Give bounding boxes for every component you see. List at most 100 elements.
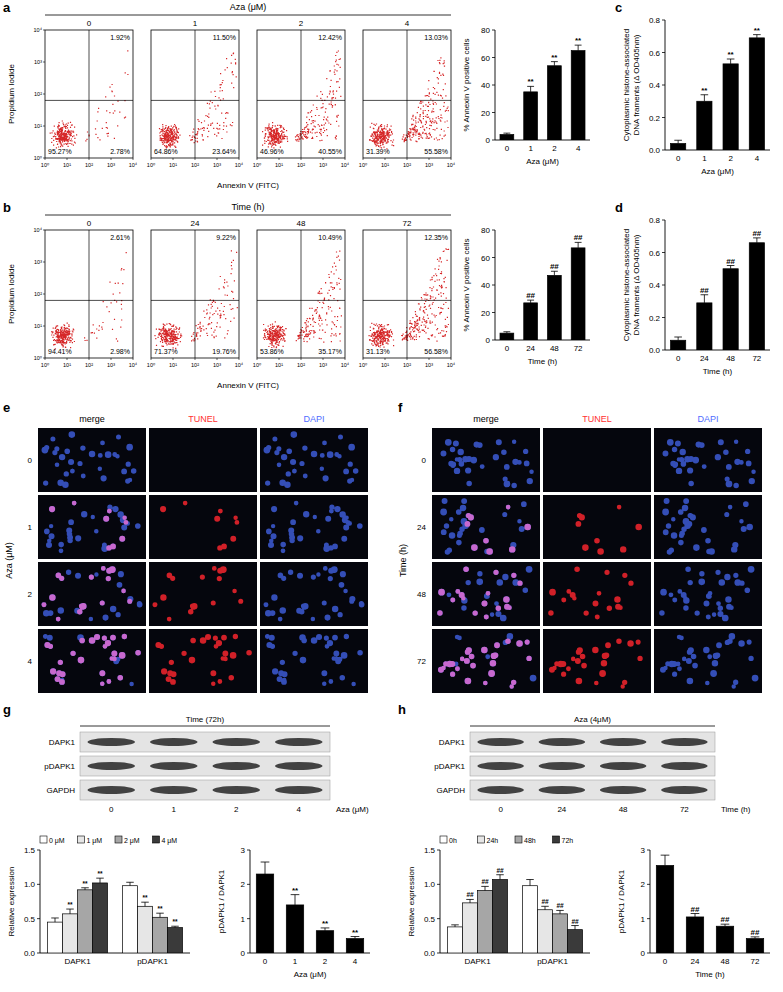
micrograph [654, 428, 762, 492]
tick-label: 10⁴ [341, 362, 350, 368]
bar [671, 340, 686, 350]
lane-label: 72 [680, 805, 689, 814]
error-cap [661, 855, 670, 856]
plot-title: 4 [405, 19, 410, 28]
y-tick-label: 0.8 [649, 16, 661, 25]
panel-label: g [3, 702, 11, 717]
band [213, 738, 261, 746]
bar [138, 906, 153, 953]
tick [195, 358, 196, 360]
quadrant-line [45, 300, 133, 301]
y-tick-label: 1 [241, 915, 246, 924]
x-label: Annexin V (FITC) [217, 381, 279, 390]
quadrant-percent: 35.17% [318, 348, 342, 355]
tick [43, 358, 45, 359]
band [275, 786, 323, 794]
row-label: 48 [417, 590, 426, 599]
row-label: 24 [417, 523, 426, 532]
tick-label: 10¹ [169, 162, 177, 168]
y-tick-label: 0.5 [424, 915, 436, 924]
x-tick-label: pDAPK1 [137, 957, 168, 966]
band [600, 762, 647, 770]
lane-label: 48 [619, 805, 628, 814]
quadrant-line [45, 100, 133, 101]
header: Time (72h) [186, 715, 225, 724]
row-label: 1 [28, 523, 33, 532]
header: Time (h) [231, 202, 264, 212]
micrograph [38, 629, 146, 693]
y-tick [662, 85, 665, 86]
bar-chart: 020406080% Annexin V positive cells0**1*… [462, 26, 590, 166]
y-tick [662, 317, 665, 318]
legend-label: 48h [524, 837, 536, 844]
tick-label: 10¹ [381, 362, 389, 368]
plot-frame [257, 30, 345, 158]
y-label: Propidium Iodide [7, 63, 16, 124]
quadrant-line [301, 30, 302, 158]
significance: ** [701, 86, 708, 95]
quadrant-percent: 64.86% [154, 148, 178, 155]
tick [43, 30, 45, 31]
error-bar [145, 902, 146, 906]
quadrant-percent: 2.61% [110, 234, 130, 241]
header-line [45, 215, 451, 216]
plot-title: 0 [87, 219, 92, 228]
x-tick-label: 72 [752, 354, 761, 363]
bar-chart: 0.00.51.01.5Relative expression######DAP… [407, 836, 590, 966]
y-tick [37, 850, 40, 851]
band [150, 738, 198, 746]
tick-label: 10⁴ [235, 362, 244, 368]
x-tick-label: 48 [721, 957, 730, 966]
tick [385, 358, 386, 360]
tick-label: 10⁰ [359, 162, 368, 168]
dapi-nuclei [663, 439, 756, 488]
x-tick-label: 0 [676, 154, 681, 163]
legend-swatch [153, 836, 160, 843]
tick [151, 358, 152, 360]
micrograph [38, 428, 146, 492]
bar [523, 886, 538, 953]
significance: ** [528, 77, 535, 86]
y-tick [492, 57, 495, 58]
error-cap [571, 925, 579, 926]
tunel-nuclei [44, 634, 140, 686]
error-cap [556, 910, 564, 911]
tunel-nuclei [548, 566, 633, 619]
quadrant-percent: 12.42% [318, 34, 342, 41]
tick-label: 10⁴ [129, 362, 138, 368]
y-axis [440, 850, 441, 953]
error-bar [756, 238, 757, 243]
y-tick-label: 1.0 [24, 880, 36, 889]
x-tick-label: 4 [353, 957, 358, 966]
y-tick-label: 60 [481, 54, 490, 63]
y-tick [492, 85, 495, 86]
y-tick [37, 884, 40, 885]
tick [173, 158, 174, 160]
quadrant-percent: 23.64% [212, 148, 236, 155]
y-tick-label: 0 [241, 949, 246, 958]
legend-swatch [553, 836, 560, 843]
legend-label: 72h [562, 837, 574, 844]
significance: ## [700, 286, 709, 295]
error-cap [451, 924, 459, 925]
y-tick [37, 918, 40, 919]
micrograph [260, 495, 368, 559]
x-tick-label: 24 [526, 344, 535, 353]
y-tick [662, 20, 665, 21]
band [539, 786, 586, 794]
y-tick [37, 953, 40, 954]
y-tick-label: 0 [641, 949, 646, 958]
y-tick [492, 340, 495, 341]
y-tick [662, 220, 665, 221]
y-label: Relative expression [407, 867, 416, 937]
tick-label: 10² [297, 162, 305, 168]
bar [547, 66, 561, 140]
band [477, 738, 524, 746]
dapi-nuclei [659, 566, 754, 621]
bar [448, 927, 463, 953]
tick [89, 358, 90, 360]
legend-label: 2 μM [124, 837, 140, 845]
panel-label: c [615, 0, 622, 15]
row-label: GAPDH [47, 786, 76, 795]
tick [133, 358, 134, 360]
